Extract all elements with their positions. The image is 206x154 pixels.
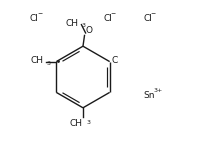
Text: CH: CH: [31, 56, 44, 65]
Text: O: O: [85, 26, 92, 35]
Text: Cl: Cl: [103, 14, 112, 23]
Text: 3: 3: [82, 23, 86, 28]
Text: 3+: 3+: [153, 88, 162, 93]
Text: 3: 3: [86, 120, 90, 125]
Text: Cl: Cl: [30, 14, 39, 23]
Text: −: −: [150, 11, 156, 16]
Text: CH: CH: [65, 19, 78, 28]
Text: Cl: Cl: [143, 14, 152, 23]
Text: C: C: [111, 56, 117, 65]
Text: Sn: Sn: [143, 91, 154, 100]
Text: −: −: [110, 11, 116, 16]
Text: 3: 3: [46, 61, 50, 66]
Text: CH: CH: [69, 119, 82, 128]
Text: −: −: [37, 11, 42, 16]
